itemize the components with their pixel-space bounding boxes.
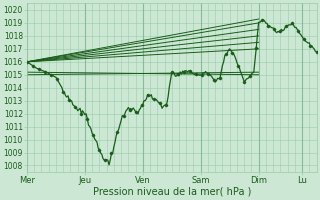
X-axis label: Pression niveau de la mer( hPa ): Pression niveau de la mer( hPa ) xyxy=(92,187,251,197)
